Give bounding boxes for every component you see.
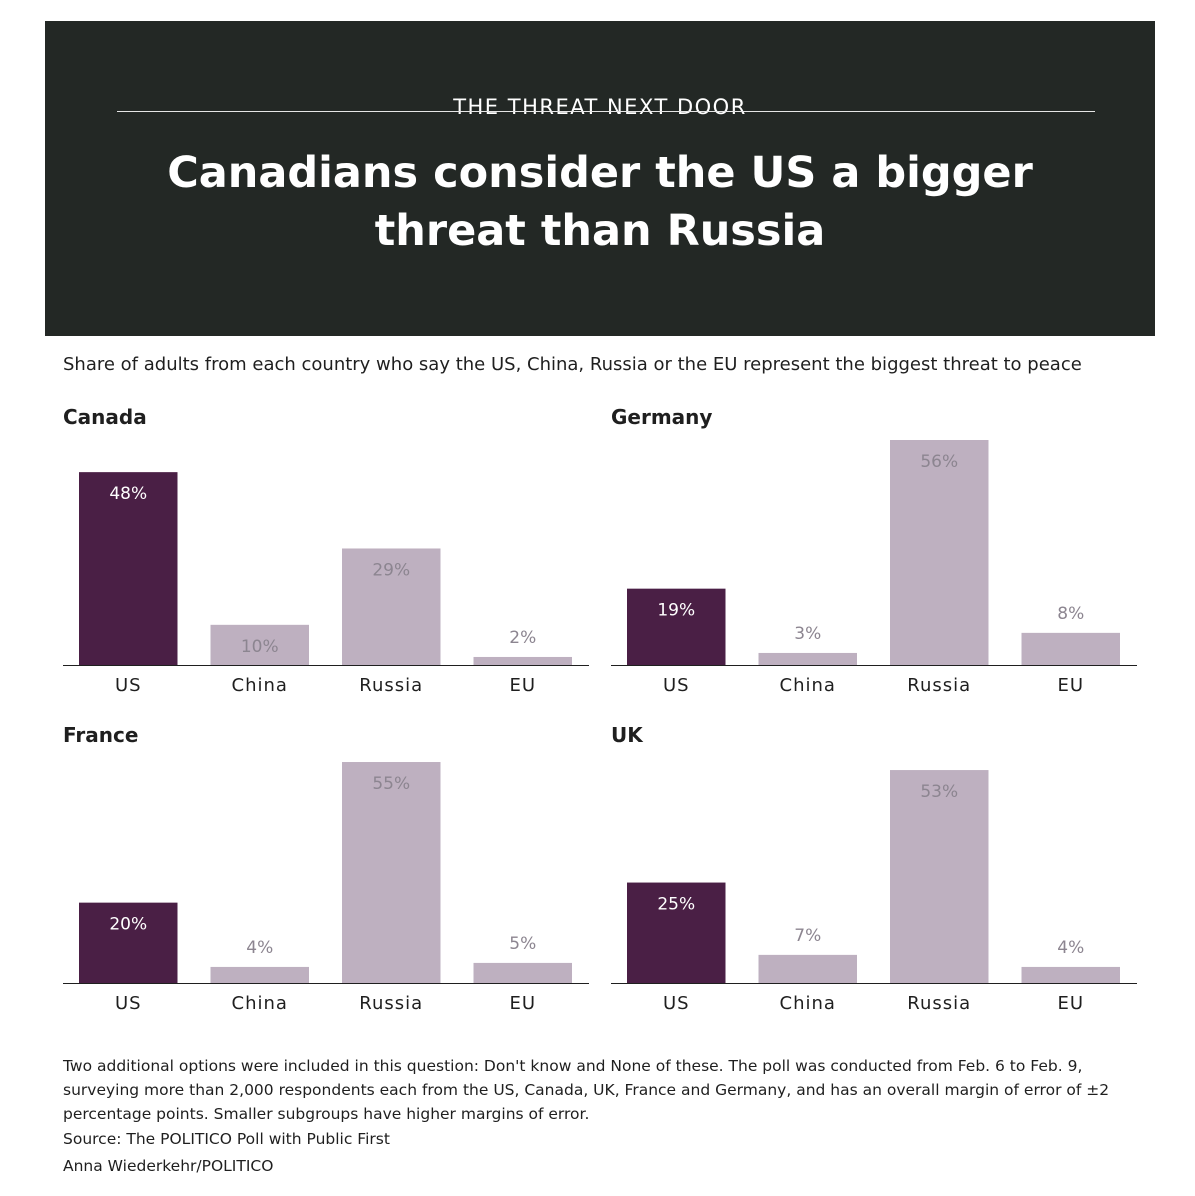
- data-label-canada-china: 10%: [241, 637, 279, 657]
- tick-label-germany-us: US: [663, 675, 690, 696]
- tick-label-germany-china: China: [780, 675, 836, 696]
- tick-label-uk-russia: Russia: [907, 993, 971, 1014]
- chart-france: 20% US 4% China 55% Russia 5% EU: [63, 762, 589, 1014]
- footnote: Two additional options were included in …: [63, 1057, 1110, 1123]
- bar-canada-eu: [473, 656, 572, 665]
- tick-label-canada-russia: Russia: [359, 675, 423, 696]
- data-label-canada-eu: 2%: [509, 628, 536, 648]
- bar-germany-russia: [890, 440, 989, 665]
- tick-label-france-us: US: [115, 993, 142, 1014]
- tick-label-france-eu: EU: [509, 993, 536, 1014]
- data-label-uk-eu: 4%: [1057, 938, 1084, 958]
- tick-label-germany-russia: Russia: [907, 675, 971, 696]
- panel-title-canada: Canada: [63, 405, 147, 429]
- bar-canada-russia: [342, 548, 441, 665]
- tick-label-uk-us: US: [663, 993, 690, 1014]
- chart-subtitle: Share of adults from each country who sa…: [63, 354, 1082, 375]
- data-label-germany-eu: 8%: [1057, 604, 1084, 624]
- data-label-france-china: 4%: [246, 938, 273, 958]
- data-label-uk-russia: 53%: [920, 782, 958, 802]
- bar-france-russia: [342, 762, 441, 983]
- data-label-france-russia: 55%: [372, 774, 410, 794]
- tick-label-uk-china: China: [780, 993, 836, 1014]
- data-label-germany-china: 3%: [794, 624, 821, 644]
- data-label-canada-us: 48%: [109, 484, 147, 504]
- tick-label-france-russia: Russia: [359, 993, 423, 1014]
- bar-germany-us: [627, 588, 726, 665]
- bar-france-us: [79, 902, 178, 983]
- tick-label-uk-eu: EU: [1057, 993, 1084, 1014]
- bar-germany-eu: [1021, 632, 1120, 665]
- tick-label-france-china: China: [232, 993, 288, 1014]
- tick-label-canada-eu: EU: [509, 675, 536, 696]
- chart-canada: 48% US 10% China 29% Russia 2% EU: [63, 472, 589, 696]
- credit-note: Anna Wiederkehr/POLITICO: [63, 1157, 274, 1175]
- chart-germany: 19% US 3% China 56% Russia 8% EU: [611, 440, 1137, 696]
- tick-label-canada-china: China: [232, 675, 288, 696]
- data-label-france-eu: 5%: [509, 934, 536, 954]
- bar-france-china: [210, 966, 309, 983]
- header-divider: [117, 111, 1095, 112]
- page-title: Canadians consider the US a bigger threa…: [167, 148, 1033, 256]
- bar-canada-us: [79, 472, 178, 665]
- bar-uk-eu: [1021, 966, 1120, 983]
- bar-canada-china: [210, 624, 309, 665]
- bar-germany-china: [758, 652, 857, 665]
- data-label-uk-china: 7%: [794, 926, 821, 946]
- bar-france-eu: [473, 962, 572, 983]
- tick-label-canada-us: US: [115, 675, 142, 696]
- tick-label-germany-eu: EU: [1057, 675, 1084, 696]
- source-note: Source: The POLITICO Poll with Public Fi…: [63, 1130, 390, 1148]
- bar-uk-us: [627, 882, 726, 983]
- data-label-canada-russia: 29%: [372, 560, 410, 580]
- panel-title-france: France: [63, 723, 139, 747]
- header-banner: THE THREAT NEXT DOOR Canadians consider …: [45, 21, 1155, 336]
- data-label-france-us: 20%: [109, 915, 147, 935]
- data-label-uk-us: 25%: [657, 895, 695, 915]
- data-label-germany-us: 19%: [657, 601, 695, 621]
- bar-uk-china: [758, 954, 857, 983]
- kicker: THE THREAT NEXT DOOR: [453, 95, 747, 119]
- panel-title-uk: UK: [611, 723, 643, 747]
- bar-uk-russia: [890, 770, 989, 983]
- panel-title-germany: Germany: [611, 405, 713, 429]
- chart-uk: 25% US 7% China 53% Russia 4% EU: [611, 770, 1137, 1014]
- data-label-germany-russia: 56%: [920, 452, 958, 472]
